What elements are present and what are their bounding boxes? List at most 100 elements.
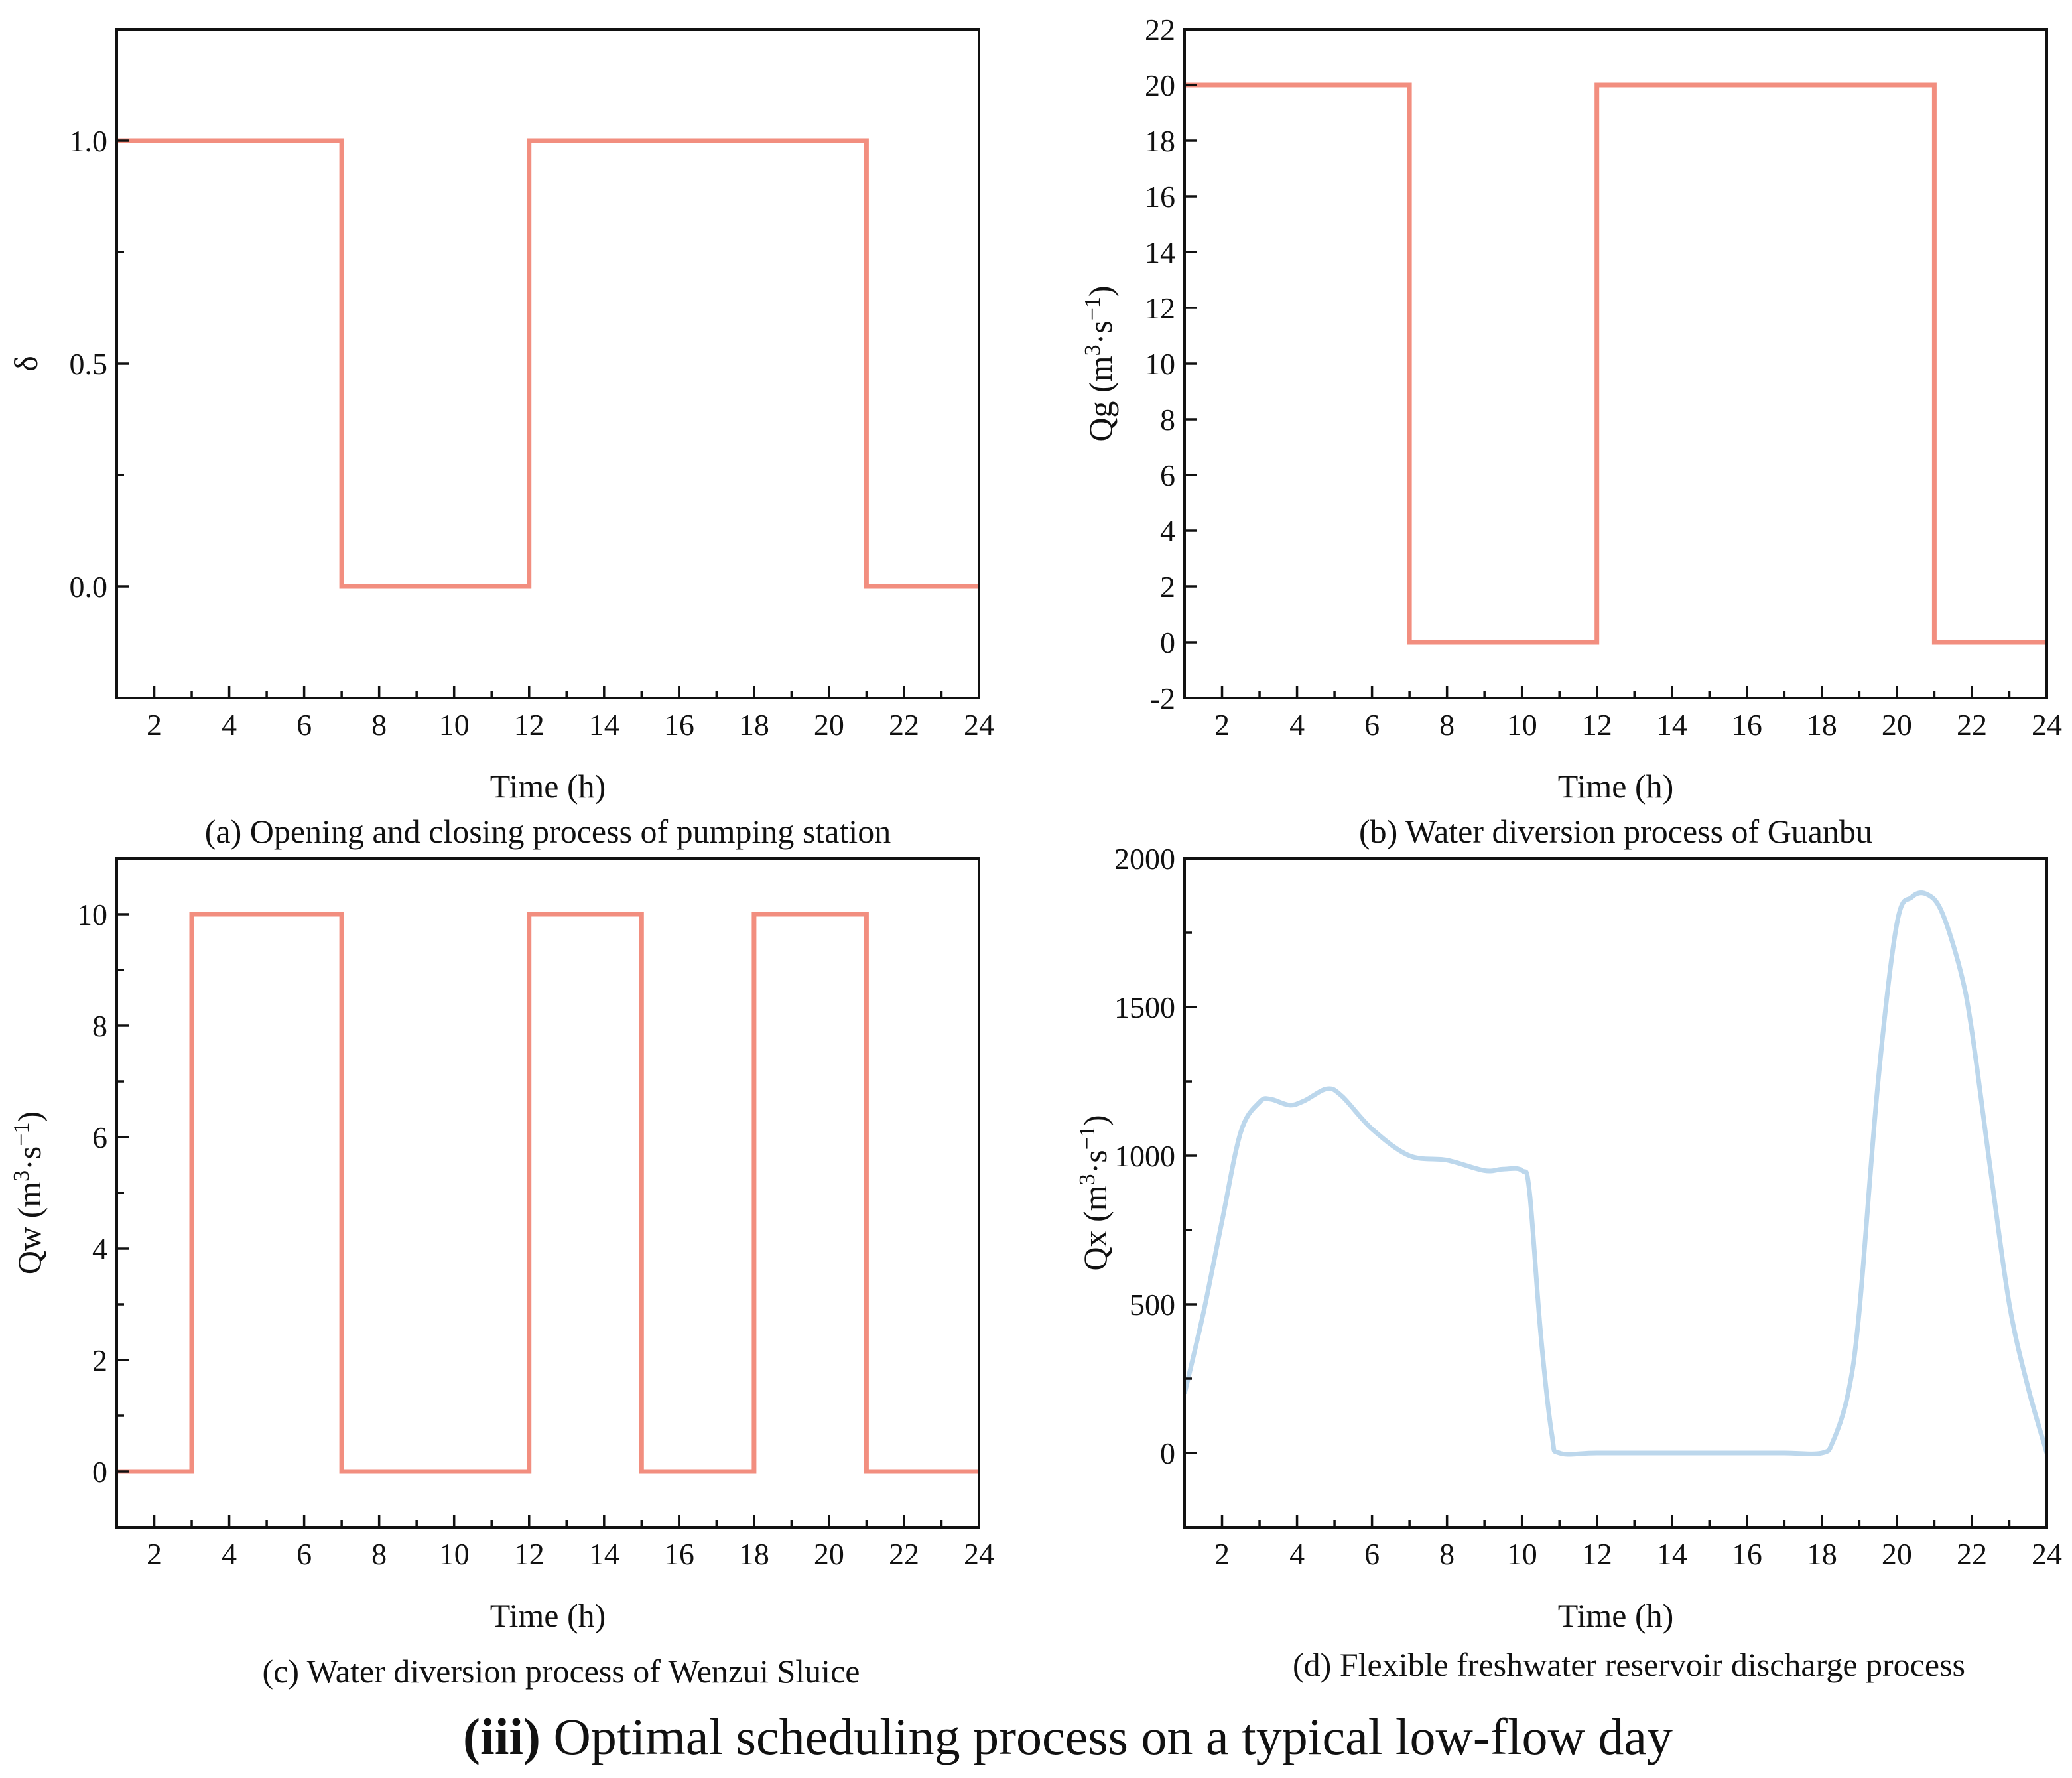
x-tick-label-b: 4: [1289, 708, 1305, 742]
y-tick-label-a: 0.5: [70, 347, 108, 381]
y-tick-label-b: 0: [1160, 626, 1175, 659]
panel-d: 2 4 6 8 10 12 14 16 18 20 22 240500100015002000Time…: [1075, 842, 2062, 1683]
x-tick-label-c: 22: [889, 1537, 919, 1571]
x-tick-label-d: 4: [1289, 1537, 1305, 1571]
plot-frame-c: [115, 857, 980, 1529]
x-tick-label-d: 10: [1507, 1537, 1537, 1571]
x-tick-label-a: 20: [814, 708, 844, 742]
y-tick-label-b: 22: [1145, 13, 1175, 46]
x-tick-label-d: 20: [1882, 1537, 1912, 1571]
y-tick-label-c: 8: [92, 1009, 107, 1043]
y-tick-label-b: -2: [1150, 681, 1175, 715]
plot-frame-a: [115, 28, 980, 699]
x-tick-label-a: 16: [664, 708, 694, 742]
y-tick-label-b: 10: [1145, 347, 1175, 381]
panel-caption-b: (b) Water diversion process of Guanbu: [1359, 813, 1872, 850]
y-tick-label-b: 14: [1145, 236, 1175, 269]
x-tick-label-b: 6: [1364, 708, 1380, 742]
x-tick-label-d: 16: [1732, 1537, 1762, 1571]
y-tick-label-b: 20: [1145, 68, 1175, 102]
x-tick-label-a: 24: [964, 708, 994, 742]
y-tick-label-c: 10: [77, 898, 107, 931]
x-tick-label-c: 8: [371, 1537, 387, 1571]
series-line-a-0: [117, 138, 979, 589]
series-line-d-0: [1185, 890, 2047, 1457]
x-tick-label-b: 18: [1807, 708, 1837, 742]
y-tick-label-a: 1.0: [70, 124, 108, 158]
y-tick-label-c: 6: [92, 1121, 107, 1154]
y-tick-label-b: 12: [1145, 291, 1175, 325]
y-tick-label-b: 18: [1145, 124, 1175, 158]
x-axis-title-c: Time (h): [490, 1597, 606, 1634]
x-tick-label-d: 6: [1364, 1537, 1380, 1571]
x-tick-label-c: 6: [296, 1537, 312, 1571]
x-axis-title-b: Time (h): [1558, 768, 1674, 805]
figure-caption: (iii) Optimal scheduling process on a ty…: [463, 1708, 1673, 1765]
plot-frame-d: [1183, 857, 2048, 1529]
x-tick-label-a: 22: [889, 708, 919, 742]
x-tick-label-b: 8: [1439, 708, 1455, 742]
x-tick-label-a: 12: [514, 708, 545, 742]
plot-frame-b: [1183, 28, 2048, 699]
x-tick-label-d: 18: [1807, 1537, 1837, 1571]
x-tick-label-c: 20: [814, 1537, 844, 1571]
y-tick-label-b: 4: [1160, 514, 1175, 548]
x-tick-label-d: 14: [1657, 1537, 1687, 1571]
y-tick-label-b: 8: [1160, 403, 1175, 437]
x-tick-label-c: 4: [222, 1537, 237, 1571]
x-tick-label-b: 14: [1657, 708, 1687, 742]
x-tick-label-d: 8: [1439, 1537, 1455, 1571]
panel-b: 2 4 6 8 10 12 14 16 18 20 22 24-2024681012141618202…: [1080, 13, 2062, 850]
series-line-c-0: [117, 912, 979, 1474]
x-tick-label-c: 10: [439, 1537, 470, 1571]
x-tick-label-a: 8: [371, 708, 387, 742]
x-tick-label-d: 24: [2032, 1537, 2062, 1571]
x-tick-label-c: 12: [514, 1537, 545, 1571]
panel-caption-c: (c) Water diversion process of Wenzui Sl…: [263, 1653, 860, 1690]
y-axis-title-b: Qg (m3·s−1): [1080, 285, 1119, 441]
panel-caption-a: (a) Opening and closing process of pumpi…: [205, 813, 891, 850]
y-tick-label-c: 2: [92, 1343, 107, 1377]
x-tick-label-a: 14: [589, 708, 619, 742]
x-tick-label-b: 22: [1957, 708, 1987, 742]
x-tick-label-a: 18: [739, 708, 769, 742]
x-tick-label-c: 18: [739, 1537, 769, 1571]
x-tick-label-a: 4: [222, 708, 237, 742]
y-tick-label-c: 4: [92, 1232, 107, 1266]
x-axis-title-a: Time (h): [490, 768, 606, 805]
x-tick-label-b: 20: [1882, 708, 1912, 742]
y-tick-label-d: 1500: [1114, 991, 1175, 1024]
y-tick-label-d: 0: [1160, 1436, 1175, 1470]
x-tick-label-c: 2: [147, 1537, 162, 1571]
y-tick-label-b: 2: [1160, 570, 1175, 604]
x-tick-label-b: 2: [1214, 708, 1230, 742]
x-tick-label-c: 14: [589, 1537, 619, 1571]
x-tick-label-a: 2: [147, 708, 162, 742]
x-tick-label-d: 12: [1582, 1537, 1612, 1571]
x-tick-label-b: 10: [1507, 708, 1537, 742]
figure-caption-text: Optimal scheduling process on a typical …: [541, 1708, 1673, 1765]
x-tick-label-a: 10: [439, 708, 470, 742]
x-axis-title-d: Time (h): [1558, 1597, 1674, 1634]
figure-caption-bold: (iii): [463, 1708, 541, 1765]
series-line-b-0: [1185, 82, 2047, 645]
x-tick-label-b: 24: [2032, 708, 2062, 742]
y-tick-label-c: 0: [92, 1455, 107, 1489]
panel-caption-d: (d) Flexible freshwater reservoir discha…: [1293, 1646, 1965, 1683]
y-axis-title-d: Qx (m3·s−1): [1075, 1115, 1114, 1270]
x-tick-label-a: 6: [296, 708, 312, 742]
x-tick-label-b: 16: [1732, 708, 1762, 742]
x-tick-label-d: 2: [1214, 1537, 1230, 1571]
x-tick-label-d: 22: [1957, 1537, 1987, 1571]
y-tick-label-d: 500: [1130, 1288, 1175, 1322]
y-axis-title-a: δ: [7, 356, 44, 372]
y-tick-label-a: 0.0: [70, 570, 108, 604]
y-tick-label-d: 2000: [1114, 842, 1175, 876]
y-tick-label-b: 16: [1145, 180, 1175, 214]
y-tick-label-d: 1000: [1114, 1139, 1175, 1173]
x-tick-label-c: 24: [964, 1537, 994, 1571]
y-tick-label-b: 6: [1160, 458, 1175, 492]
